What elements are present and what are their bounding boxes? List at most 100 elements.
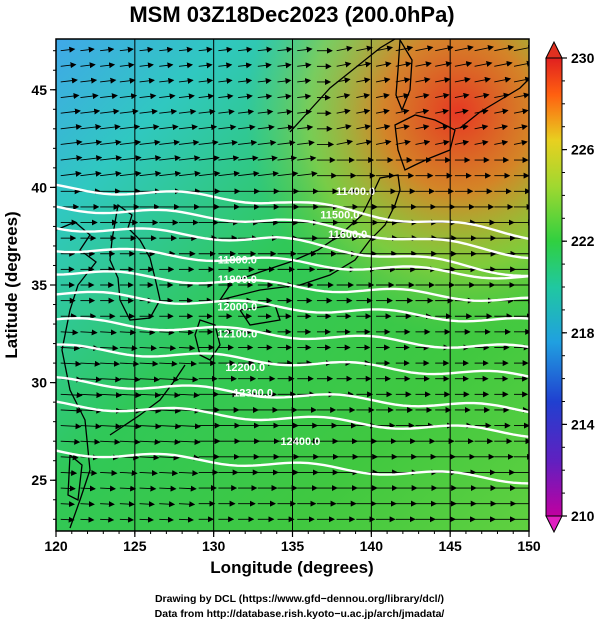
wind-arrow xyxy=(139,77,155,84)
wind-arrow xyxy=(139,376,160,383)
wind-arrow xyxy=(139,62,154,69)
wind-arrow xyxy=(159,155,181,162)
wind-arrow xyxy=(218,139,238,146)
wind-arrow xyxy=(80,46,95,53)
wind-arrow xyxy=(60,170,82,177)
wind-arrow xyxy=(139,170,162,177)
x-tick-label-125: 125 xyxy=(123,538,147,554)
wind-arrow xyxy=(100,62,116,69)
wind-arrow xyxy=(80,485,96,492)
wind-arrow xyxy=(119,392,142,399)
wind-arrow xyxy=(238,93,253,100)
wind-arrow xyxy=(513,124,528,131)
wind-arrow xyxy=(336,93,351,99)
wind-arrow xyxy=(513,92,529,99)
wind-arrow xyxy=(119,329,137,336)
wind-arrow xyxy=(60,423,82,430)
contour-label: 11400.0 xyxy=(336,186,375,198)
wind-arrow xyxy=(494,60,513,67)
wind-arrow xyxy=(494,124,509,131)
wind-arrow xyxy=(100,139,122,146)
wind-arrow xyxy=(257,62,272,69)
wind-arrow xyxy=(139,392,161,399)
y-tick-label-30: 30 xyxy=(31,375,47,391)
wind-arrow xyxy=(80,93,99,100)
wind-arrow xyxy=(474,139,489,146)
contour-label: 12400.0 xyxy=(281,436,321,448)
coast-sakhalin xyxy=(395,39,413,112)
wind-arrow xyxy=(336,45,353,52)
wind-arrow xyxy=(159,516,174,523)
wind-arrow xyxy=(277,170,299,177)
wind-arrow xyxy=(159,407,182,414)
wind-arrow xyxy=(395,92,410,99)
wind-arrow xyxy=(60,469,78,476)
wind-arrow xyxy=(238,170,260,177)
wind-arrow xyxy=(513,76,529,83)
wind-arrow xyxy=(297,93,312,100)
wind-arrow xyxy=(80,170,102,177)
wind-arrow xyxy=(435,124,450,131)
wind-arrow xyxy=(277,93,292,100)
y-tick-label-25: 25 xyxy=(31,472,47,488)
wind-arrow xyxy=(80,124,102,130)
wind-arrow xyxy=(178,345,196,351)
wind-arrow xyxy=(356,108,371,115)
wind-arrow xyxy=(454,61,473,67)
wind-arrow xyxy=(238,46,253,53)
wind-arrow xyxy=(257,78,272,84)
coast-kurils xyxy=(459,79,529,129)
wind-arrow xyxy=(100,345,119,352)
wind-arrow xyxy=(159,423,182,430)
wind-arrow xyxy=(178,329,195,336)
wind-arrow xyxy=(100,470,118,476)
wind-arrow xyxy=(218,62,233,69)
wind-arrow xyxy=(435,139,450,146)
wind-arrow xyxy=(257,124,275,131)
contour-label: 11500.0 xyxy=(320,210,359,222)
contour-label: 12000.0 xyxy=(217,301,257,313)
wind-arrow xyxy=(80,77,98,84)
wind-arrow xyxy=(336,77,351,84)
colorbar-tick-label-210: 210 xyxy=(571,508,595,524)
wind-arrow xyxy=(218,93,234,100)
colorbar-tick-label-226: 226 xyxy=(571,142,595,158)
colorbar-tick-label-230: 230 xyxy=(571,50,595,66)
wind-arrow xyxy=(139,124,160,131)
wind-arrow xyxy=(336,124,352,130)
wind-arrow xyxy=(159,124,179,131)
wind-arrow xyxy=(277,78,292,84)
wind-arrow xyxy=(100,108,120,115)
colorbar: 210 214 218 222 226 230 xyxy=(545,40,595,534)
wind-arrow xyxy=(139,329,156,336)
wind-arrow xyxy=(454,124,469,131)
wind-arrow xyxy=(198,62,213,69)
wind-arrow xyxy=(277,124,295,131)
wind-arrow xyxy=(198,77,214,84)
wind-arrow xyxy=(119,93,138,100)
wind-arrow xyxy=(60,407,83,414)
wind-arrow xyxy=(100,46,115,53)
wind-arrow xyxy=(474,76,491,83)
wind-arrow xyxy=(257,170,279,177)
wind-arrow xyxy=(60,93,80,100)
contour-label: 11600.0 xyxy=(328,229,367,241)
wind-arrow xyxy=(60,329,79,336)
wind-arrow xyxy=(60,108,81,115)
credit-drawing: Drawing by DCL (https://www.gfd−dennou.o… xyxy=(154,593,445,605)
wind-arrow xyxy=(60,345,81,352)
wind-arrow xyxy=(159,108,178,115)
wind-arrow xyxy=(139,516,154,523)
wind-arrow xyxy=(494,92,510,99)
wind-arrow xyxy=(100,360,121,367)
wind-arrow xyxy=(178,438,201,445)
wind-arrow xyxy=(415,92,430,99)
contour-label: 12300.0 xyxy=(233,387,273,399)
wind-arrow xyxy=(159,454,180,461)
wind-arrow xyxy=(100,93,118,100)
wind-arrow xyxy=(474,108,489,115)
wind-arrow xyxy=(297,140,315,147)
wind-arrow xyxy=(395,139,411,146)
wind-arrow xyxy=(100,329,117,336)
wind-arrow xyxy=(375,77,391,84)
